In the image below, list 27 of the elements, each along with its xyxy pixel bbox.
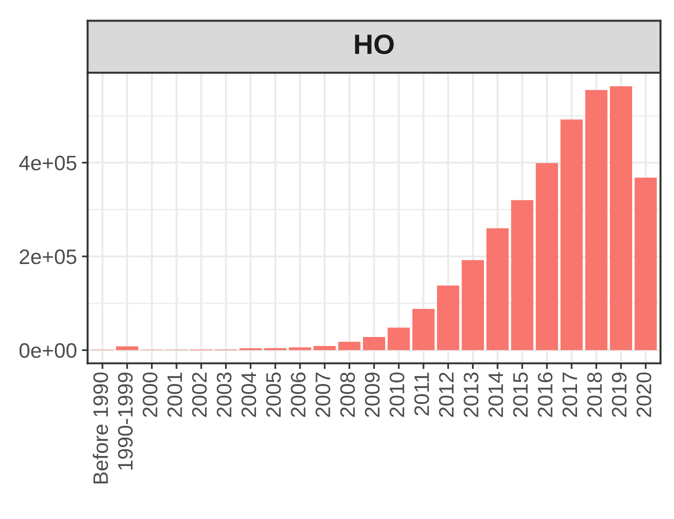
x-tick-label: 2018 xyxy=(587,372,602,417)
x-tick-label: 2003 xyxy=(216,372,232,417)
x-tick-label: 2005 xyxy=(266,372,281,417)
chart-title: HO xyxy=(355,34,394,54)
x-tick-label: 2009 xyxy=(364,372,380,417)
x-tick-label: 2015 xyxy=(513,372,528,417)
x-tick-label: 2017 xyxy=(562,372,578,417)
x-tick-label: 2020 xyxy=(636,372,652,417)
x-tick-label: 2016 xyxy=(538,372,553,417)
x-tick-label: 2007 xyxy=(316,372,330,417)
x-tick-label: 2008 xyxy=(340,372,355,417)
x-tick-label: 2014 xyxy=(488,372,504,417)
x-tick-label: 2006 xyxy=(290,372,306,417)
y-tick-label: 0e+00 xyxy=(20,343,76,358)
x-tick-label: 2019 xyxy=(612,372,627,417)
x-tick-label: Before 1990 xyxy=(92,372,108,484)
x-tick-label: 2001 xyxy=(167,372,182,417)
x-tick-label: 2012 xyxy=(438,372,454,417)
x-tick-label: 2011 xyxy=(414,372,430,416)
y-tick-label: 4e+05 xyxy=(19,156,76,170)
x-tick-label: 2013 xyxy=(464,372,478,417)
y-tick-label: 2e+05 xyxy=(20,249,76,264)
x-tick-label: 2010 xyxy=(390,372,404,417)
x-tick-label: 2004 xyxy=(241,372,256,417)
x-tick-label: 2002 xyxy=(192,372,207,417)
x-tick-label: 2000 xyxy=(142,372,158,417)
x-tick-label: 1990-1999 xyxy=(118,372,133,470)
